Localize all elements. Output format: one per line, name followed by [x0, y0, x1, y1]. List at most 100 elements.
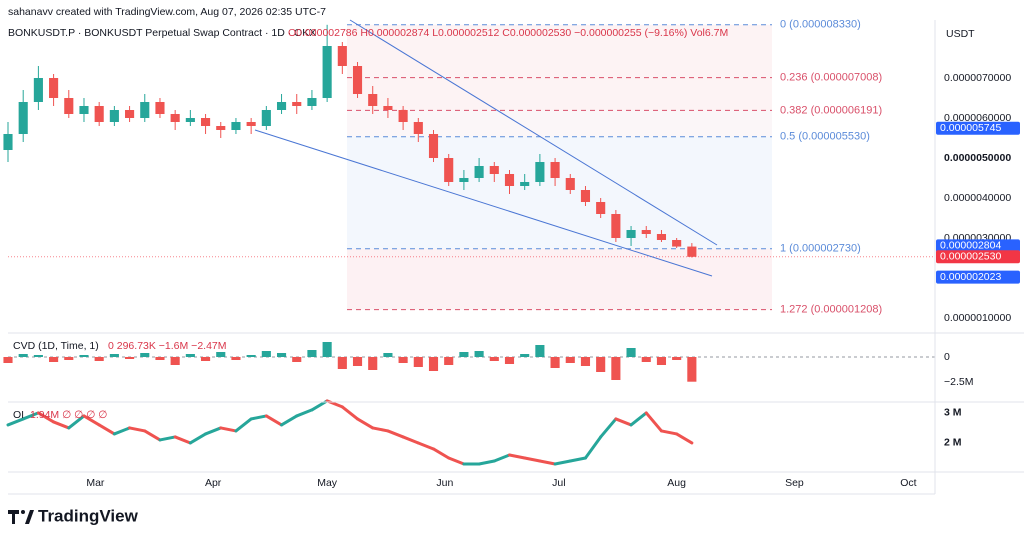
cvd-bar	[3, 357, 13, 363]
candle-body	[444, 158, 454, 182]
oi-line	[82, 414, 101, 427]
fib-label: 0.5 (0.000005530)	[780, 131, 870, 143]
cvd-bar	[428, 357, 439, 371]
currency: USDT	[946, 28, 975, 40]
cvd-bar	[550, 357, 560, 368]
cvd-bar	[535, 345, 545, 357]
cvd-bar	[79, 355, 89, 357]
x-tick-label: Jul	[552, 477, 565, 489]
y-tick-label: 0.0000040000	[944, 192, 1011, 204]
candle-body	[125, 110, 135, 118]
oi-line	[371, 426, 390, 433]
candle-body	[140, 102, 150, 118]
oi-line	[644, 411, 663, 433]
cvd-bar	[18, 354, 28, 357]
candle-body	[398, 110, 408, 122]
oi-pane	[6, 399, 694, 466]
y-tick-label: 0.0000060000	[944, 112, 1011, 124]
brand: TradingView	[38, 506, 139, 525]
oi-line	[67, 414, 86, 430]
y-tick-label: 0	[944, 351, 950, 363]
oi-line	[356, 417, 375, 430]
oi-line	[477, 459, 496, 466]
price-tag	[936, 239, 1020, 253]
oi-line	[21, 411, 40, 421]
cvd-bar	[64, 357, 74, 360]
oi-line	[36, 411, 56, 424]
candle-body	[428, 134, 439, 158]
oi-line	[401, 435, 420, 445]
x-tick-label: May	[317, 477, 338, 489]
fib-label: 1.272 (0.000001208)	[780, 304, 882, 316]
logo-mark	[25, 510, 34, 524]
x-tick-label: Jun	[436, 477, 453, 489]
cvd-bar	[185, 354, 195, 357]
oi-line	[538, 459, 557, 466]
cvd-bar	[489, 357, 499, 361]
oi-line	[447, 456, 466, 466]
candle-body	[489, 166, 499, 174]
price-tag-label: 0.000002804	[940, 240, 1001, 252]
cvd-bar	[322, 342, 332, 357]
cvd-bar	[337, 357, 347, 369]
price-tag-label: 0.000002023	[940, 271, 1001, 283]
cvd-bar	[307, 350, 317, 357]
ohlc-legend: O0.000002786 H0.000002874 L0.000002512 C…	[288, 27, 728, 39]
cvd-bar	[611, 357, 621, 380]
candle-body	[261, 110, 271, 126]
price-tag	[936, 250, 1020, 264]
axis-group: Mar Apr May Jun Jul Aug Sep Oct 0.0000070000 0.00…	[86, 72, 1020, 489]
fib-zone	[347, 110, 772, 137]
oi-line	[614, 417, 633, 427]
fib-zone	[347, 136, 772, 249]
cvd-bar	[140, 353, 150, 357]
cvd-bar	[383, 353, 393, 357]
oi-line	[583, 435, 603, 460]
cvd-legend: 0 296.73K −1.6M −2.47M	[108, 340, 227, 352]
cvd-bar	[398, 357, 408, 363]
candle-body	[596, 202, 606, 214]
x-tick-label: Aug	[667, 477, 686, 489]
candle-body	[216, 126, 226, 130]
candle-body	[565, 178, 575, 190]
candle-body	[459, 178, 469, 182]
cvd-bar	[292, 357, 302, 362]
oi-line	[507, 453, 527, 460]
candle-body	[79, 106, 89, 114]
candle-body	[94, 106, 104, 122]
candle-body	[200, 118, 211, 126]
candle-body	[413, 122, 423, 134]
candle-body	[352, 66, 363, 94]
candle-body	[672, 240, 682, 247]
oi-line	[386, 429, 405, 439]
fib-zone	[347, 24, 772, 78]
cvd-bar	[444, 357, 454, 365]
cvd-bar	[170, 357, 180, 365]
x-tick-label: Oct	[900, 477, 916, 489]
candle-body	[383, 106, 393, 110]
candle-body	[656, 234, 667, 240]
candle-body	[185, 118, 195, 122]
cvd-bar	[580, 357, 591, 366]
oi-line	[280, 414, 299, 427]
candle-body	[368, 94, 378, 106]
logo-mark	[8, 510, 19, 524]
header: sahanavv created with TradingView.com, A…	[8, 6, 326, 18]
candle-body	[276, 102, 287, 110]
fib-zone	[347, 77, 772, 111]
candle-body	[611, 214, 621, 238]
y-tick-label: 0.0000010000	[944, 312, 1011, 324]
fib-label: 0.236 (0.000007008)	[780, 72, 882, 84]
oi-line	[188, 432, 208, 445]
cvd-bar	[33, 355, 43, 357]
cvd-bar	[474, 351, 484, 357]
cvd-bar	[276, 353, 287, 357]
x-tick-label: Sep	[785, 477, 804, 489]
candle-body	[155, 102, 165, 114]
cvd-bar	[504, 357, 515, 364]
oi-line	[143, 429, 162, 442]
oi-line	[219, 426, 238, 433]
candle-body	[322, 46, 332, 98]
candle-body	[580, 190, 591, 202]
